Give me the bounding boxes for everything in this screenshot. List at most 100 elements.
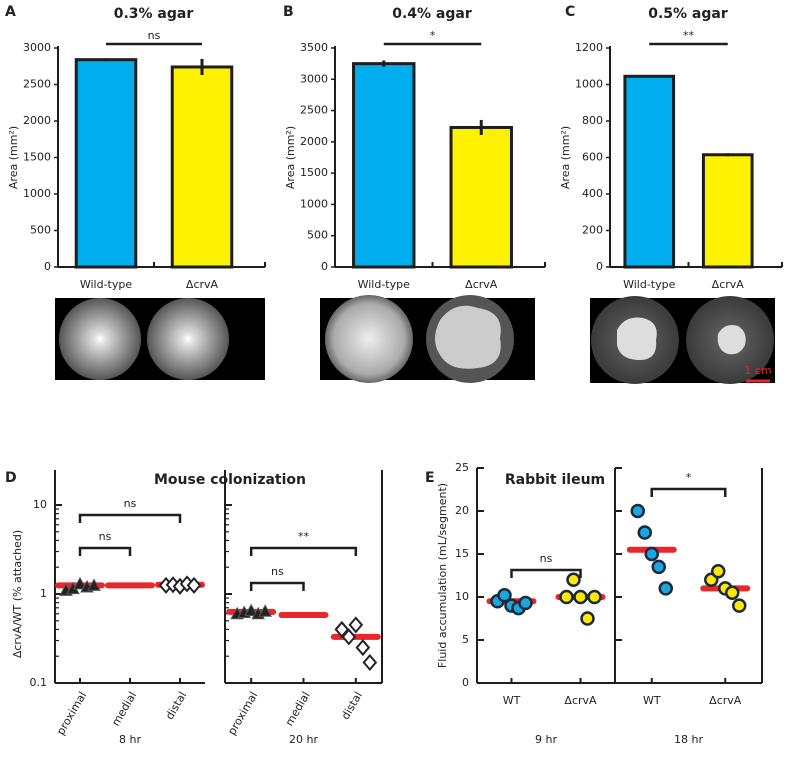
- y-axis-label: Fluid accumulation (mL/segment): [436, 483, 449, 668]
- y-tick-label: 10: [33, 498, 47, 511]
- y-tick-label: 3000: [23, 41, 51, 54]
- significance-label: ns: [99, 530, 112, 543]
- y-tick-label: 2500: [300, 104, 328, 117]
- y-tick-label: 0.1: [30, 676, 48, 689]
- panel-letter: E: [425, 470, 435, 486]
- x-tick-label: ΔcrvA: [564, 694, 597, 707]
- x-tick-label: proximal: [54, 690, 89, 738]
- significance-bracket: [510, 568, 582, 578]
- y-tick-label: 0: [596, 260, 603, 273]
- y-tick-label: 200: [582, 224, 603, 237]
- y-axis-label: Area (mm²): [7, 126, 20, 189]
- panel-letter: C: [565, 4, 575, 20]
- chart-title: 0.5% agar: [648, 6, 728, 22]
- x-tick-label: WT: [643, 694, 661, 707]
- point: [580, 611, 595, 626]
- y-axis-label: Area (mm²): [284, 126, 297, 189]
- x-tick-label: Wild-type: [80, 278, 133, 291]
- panel-letter: A: [5, 4, 16, 20]
- y-tick-label: 1500: [300, 166, 328, 179]
- significance-label: **: [298, 530, 310, 543]
- y-tick-label: 3000: [300, 72, 328, 85]
- point: [559, 589, 574, 605]
- y-tick-label: 400: [582, 187, 603, 200]
- x-tick-label: WT: [503, 694, 521, 707]
- bar: [352, 62, 416, 269]
- point: [587, 589, 602, 605]
- y-tick-label: 1000: [575, 78, 603, 91]
- point: [651, 559, 666, 575]
- y-tick-label: 0: [321, 260, 328, 273]
- significance-bracket: [650, 487, 727, 497]
- y-tick-label: 500: [307, 229, 328, 242]
- chart-title: Mouse colonization: [154, 472, 306, 488]
- point: [573, 589, 588, 605]
- panel-letter: B: [283, 4, 294, 20]
- y-tick-label: 5: [462, 633, 469, 646]
- plate-images: [55, 295, 775, 384]
- y-tick-label: 2000: [23, 114, 51, 127]
- significance-bracket: [78, 513, 182, 523]
- colony: [435, 305, 501, 369]
- y-tick-label: 10: [455, 590, 469, 603]
- point: [497, 588, 512, 603]
- bar: [74, 58, 138, 269]
- group-label: 20 hr: [289, 733, 318, 746]
- x-tick-label: ΔcrvA: [186, 278, 219, 291]
- plate: [147, 298, 229, 380]
- group-label: 9 hr: [535, 733, 557, 746]
- point: [566, 572, 581, 588]
- y-tick-label: 1000: [300, 197, 328, 210]
- x-tick-label: proximal: [225, 690, 260, 738]
- plate: [325, 295, 413, 383]
- bar: [170, 65, 234, 269]
- significance-label: *: [686, 471, 692, 484]
- point: [355, 639, 371, 657]
- point: [711, 563, 726, 579]
- significance-bracket: [78, 546, 132, 556]
- y-tick-label: 25: [455, 461, 469, 474]
- significance-label: ns: [148, 29, 161, 42]
- scale-bar-label: 1 cm: [744, 364, 771, 377]
- group-label: 18 hr: [674, 733, 703, 746]
- colony: [717, 325, 746, 355]
- x-tick-label: medial: [283, 690, 313, 729]
- colony: [617, 317, 657, 360]
- significance-label: **: [683, 29, 695, 42]
- y-tick-label: 800: [582, 114, 603, 127]
- point: [644, 546, 659, 562]
- point: [732, 598, 747, 613]
- significance-label: ns: [124, 497, 137, 510]
- y-tick-label: 2000: [300, 135, 328, 148]
- y-tick-label: 15: [455, 547, 469, 560]
- point: [658, 581, 673, 596]
- significance-bracket: [249, 581, 305, 591]
- x-tick-label: distal: [163, 690, 189, 722]
- chart-title: 0.4% agar: [392, 6, 472, 22]
- x-tick-label: ΔcrvA: [712, 278, 745, 291]
- y-axis-label: Area (mm²): [559, 126, 572, 189]
- y-tick-label: 1: [40, 587, 47, 600]
- panel-letter: D: [5, 470, 17, 486]
- y-tick-label: 1000: [23, 187, 51, 200]
- y-tick-label: 0: [44, 260, 51, 273]
- y-tick-label: 1500: [23, 151, 51, 164]
- y-tick-label: 2500: [23, 78, 51, 91]
- x-tick-label: distal: [339, 690, 365, 722]
- bar: [623, 74, 676, 269]
- y-tick-label: 1200: [575, 41, 603, 54]
- y-tick-label: 3500: [300, 41, 328, 54]
- point: [362, 653, 378, 672]
- x-tick-label: medial: [109, 690, 139, 729]
- point: [341, 628, 357, 646]
- group-label: 8 hr: [119, 733, 141, 746]
- point: [258, 604, 273, 617]
- y-tick-label: 500: [30, 224, 51, 237]
- y-axis-label: ΔcrvA/WT (% attached): [11, 530, 24, 658]
- point: [244, 603, 259, 617]
- y-tick-label: 0: [462, 676, 469, 689]
- significance-bracket: [249, 546, 358, 556]
- significance-label: ns: [540, 552, 553, 565]
- point: [186, 576, 202, 594]
